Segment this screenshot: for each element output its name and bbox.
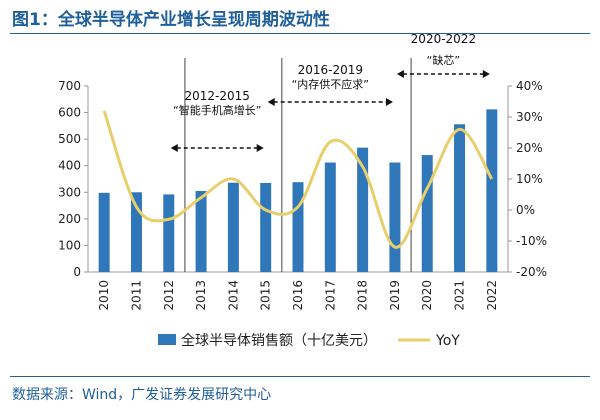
legend-line-label: YoY xyxy=(435,333,460,349)
period-range-label: 2016-2019 xyxy=(298,63,363,77)
x-tick-label: 2012 xyxy=(162,280,176,311)
bar-2014 xyxy=(227,182,239,272)
x-tick-label: 2016 xyxy=(291,280,305,311)
bar-2022 xyxy=(486,109,498,272)
left-tick-label: 400 xyxy=(58,159,81,173)
period-note-label: “智能手机高增长” xyxy=(173,103,261,117)
right-tick-label: -20% xyxy=(516,265,547,279)
period-note-label: “内存供不应求” xyxy=(292,77,369,91)
bar-2011 xyxy=(130,192,142,272)
right-tick-label: -10% xyxy=(516,234,547,248)
left-tick-label: 200 xyxy=(58,212,81,226)
right-tick-label: 10% xyxy=(516,172,543,186)
x-tick-label: 2014 xyxy=(226,280,240,311)
bar-2020 xyxy=(421,155,433,272)
bar-2012 xyxy=(163,194,175,272)
x-tick-label: 2011 xyxy=(129,280,143,311)
x-tick-label: 2019 xyxy=(388,280,402,311)
bar-2017 xyxy=(324,162,336,272)
chart-title: 图1：全球半导体产业增长呈现周期波动性 xyxy=(12,10,330,30)
left-tick-label: 600 xyxy=(58,106,81,120)
bar-2015 xyxy=(260,182,272,272)
arrow-head-left xyxy=(396,70,404,78)
legend-bar-label: 全球半导体销售额（十亿美元） xyxy=(181,332,377,349)
x-tick-label: 2017 xyxy=(323,280,337,311)
x-tick-label: 2021 xyxy=(453,280,467,311)
left-tick-label: 500 xyxy=(58,132,81,146)
left-tick-label: 100 xyxy=(58,238,81,252)
x-tick-label: 2010 xyxy=(97,280,111,311)
x-tick-label: 2015 xyxy=(259,280,273,311)
right-tick-label: 0% xyxy=(516,203,535,217)
period-note-label: “缺芯” xyxy=(427,53,460,67)
source-note: 数据来源：Wind，广发证券发展研究中心 xyxy=(12,387,272,403)
bar-2010 xyxy=(98,192,110,272)
period-range-label: 2012-2015 xyxy=(185,89,250,103)
right-tick-label: 20% xyxy=(516,141,543,155)
chart-svg: 0 100 200 300 400 500 600 700 -20% -10% 0% 10% 20% 30… xyxy=(58,32,547,349)
yoy-line xyxy=(102,110,494,249)
left-tick-label: 300 xyxy=(58,185,81,199)
x-tick-label: 2018 xyxy=(356,280,370,311)
arrow-head-left xyxy=(170,144,178,152)
x-tick-label: 2022 xyxy=(485,280,499,311)
bar-2013 xyxy=(195,190,207,272)
left-tick-label: 0 xyxy=(73,265,81,279)
title-underline xyxy=(10,33,590,34)
left-tick-label: 700 xyxy=(58,79,81,93)
arrow-head-left xyxy=(267,98,275,106)
legend-bar-swatch xyxy=(158,334,176,345)
right-tick-label: 30% xyxy=(516,110,543,124)
x-tick-label: 2020 xyxy=(420,280,434,311)
arrow-head-right xyxy=(482,70,490,78)
bar-2016 xyxy=(292,182,304,272)
period-range-label: 2020-2022 xyxy=(411,32,476,46)
bar-2019 xyxy=(389,162,401,272)
right-tick-label: 40% xyxy=(516,79,543,93)
arrow-head-right xyxy=(385,98,393,106)
source-divider xyxy=(10,376,590,377)
bar-2021 xyxy=(454,124,466,273)
x-tick-label: 2013 xyxy=(194,280,208,311)
arrow-head-right xyxy=(256,144,264,152)
bar-2018 xyxy=(357,147,369,272)
